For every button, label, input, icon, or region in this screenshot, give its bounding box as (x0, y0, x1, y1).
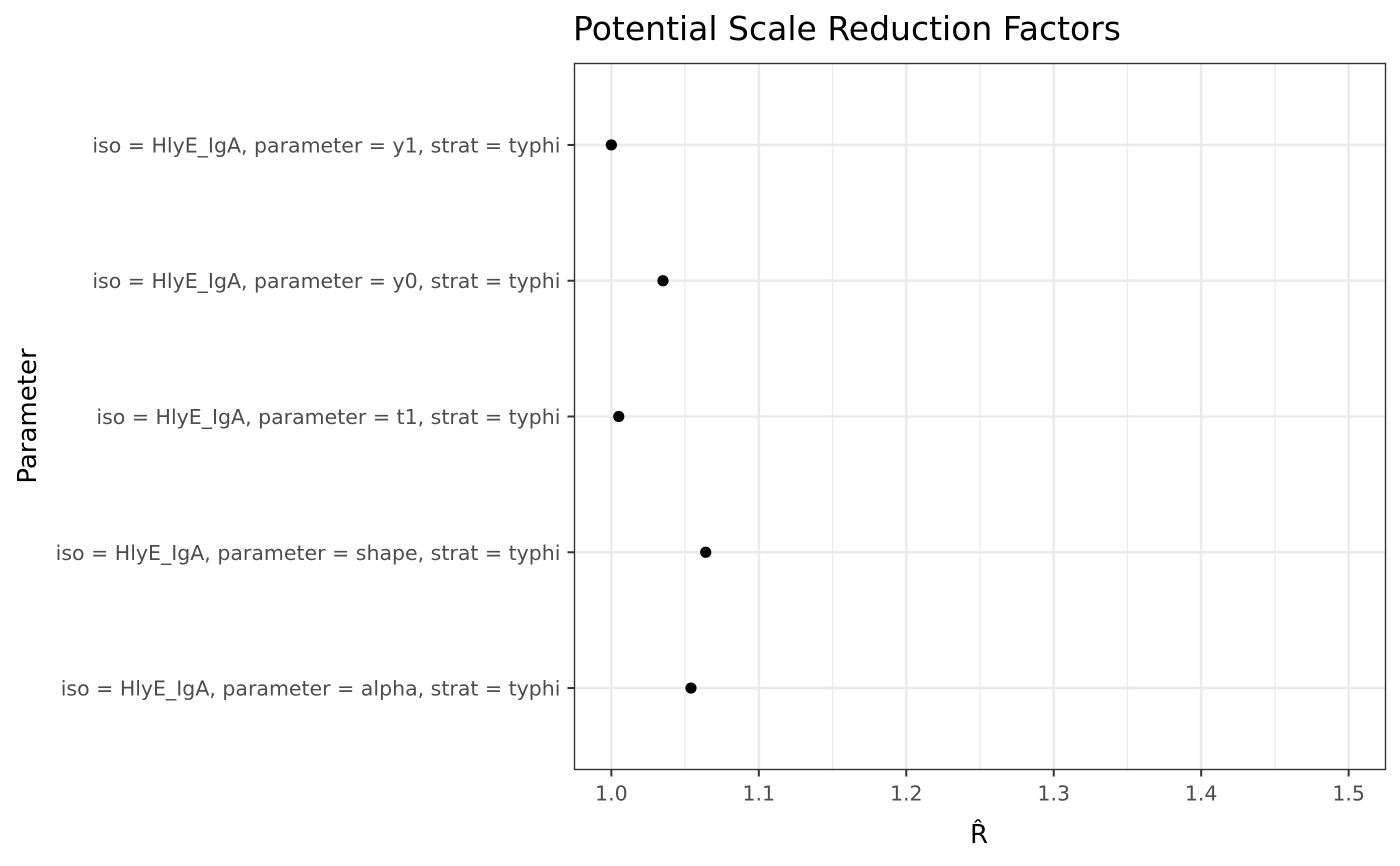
data-point (657, 275, 669, 287)
y-tick-label: iso = HlyE_IgA, parameter = alpha, strat… (61, 677, 561, 702)
data-point (685, 682, 697, 694)
x-tick-label: 1.5 (1332, 782, 1365, 806)
y-axis-title: Parameter (13, 348, 43, 484)
data-point (613, 410, 625, 423)
y-tick-label: iso = HlyE_IgA, parameter = y1, strat = … (92, 133, 560, 158)
y-axis-ticks: iso = HlyE_IgA, parameter = y1, strat = … (56, 133, 575, 702)
x-axis-title: R̂ (970, 818, 988, 850)
data-points (605, 139, 712, 694)
x-tick-label: 1.1 (743, 782, 776, 806)
y-tick-label: iso = HlyE_IgA, parameter = y0, strat = … (92, 269, 560, 294)
data-point (700, 546, 712, 558)
x-tick-label: 1.2 (890, 782, 923, 806)
grid-lines (574, 63, 1386, 770)
y-tick-label: iso = HlyE_IgA, parameter = t1, strat = … (96, 405, 560, 430)
y-tick-label: iso = HlyE_IgA, parameter = shape, strat… (56, 541, 561, 566)
x-tick-label: 1.3 (1037, 782, 1070, 806)
data-point (605, 139, 617, 151)
x-axis-ticks: 1.0 1.1 1.2 1.3 1.4 1.5 (595, 769, 1365, 806)
x-tick-label: 1.4 (1185, 782, 1218, 806)
x-tick-label: 1.0 (595, 782, 628, 806)
chart-title: Potential Scale Reduction Factors (573, 9, 1121, 48)
